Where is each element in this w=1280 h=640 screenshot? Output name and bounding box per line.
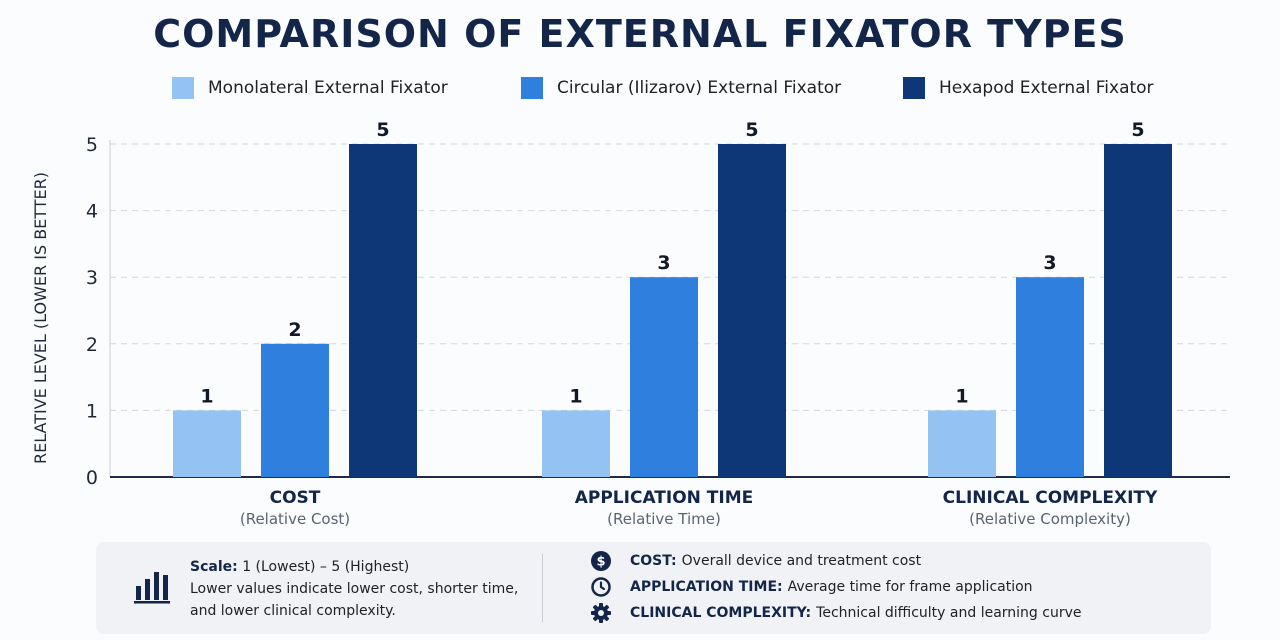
legend-item-hexapod: Hexapod External Fixator bbox=[903, 74, 1154, 102]
y-tick-label-3: 3 bbox=[86, 267, 98, 289]
definition-term-application-time: APPLICATION TIME: bbox=[630, 579, 783, 595]
bar-2-1 bbox=[1016, 277, 1084, 477]
legend-item-monolateral: Monolateral External Fixator bbox=[172, 74, 448, 102]
data-label-1-1: 3 bbox=[657, 252, 670, 274]
definition-text-application-time: Average time for frame application bbox=[787, 579, 1033, 595]
legend-label-circular: Circular (Ilizarov) External Fixator bbox=[557, 78, 842, 98]
y-tick-label-2: 2 bbox=[86, 334, 98, 356]
legend-swatch-circular bbox=[521, 77, 543, 99]
bar-2-0 bbox=[928, 410, 996, 477]
gear-icon bbox=[591, 603, 611, 623]
bar-1-1 bbox=[630, 277, 698, 477]
definition-cost: $ COST: Overall device and treatment cos… bbox=[590, 549, 921, 573]
scale-line: Scale: 1 (Lowest) – 5 (Highest) bbox=[190, 556, 518, 578]
data-label-2-0: 1 bbox=[955, 385, 968, 407]
legend-swatch-monolateral bbox=[172, 77, 194, 99]
data-label-0-1: 2 bbox=[288, 319, 301, 341]
definition-text-clinical-complexity: Technical difficulty and learning curve bbox=[816, 605, 1082, 621]
scale-note-line-2: and lower clinical complexity. bbox=[190, 603, 396, 619]
x-category-sublabel-0: (Relative Cost) bbox=[240, 510, 350, 528]
x-category-sublabel-1: (Relative Time) bbox=[607, 510, 721, 528]
legend-item-circular: Circular (Ilizarov) External Fixator bbox=[521, 74, 841, 102]
bar-1-0 bbox=[542, 410, 610, 477]
bar-0-0 bbox=[173, 410, 241, 477]
y-axis-label: RELATIVE LEVEL (LOWER IS BETTER) bbox=[31, 172, 50, 464]
y-tick-label-0: 0 bbox=[86, 467, 98, 489]
definition-term-clinical-complexity: CLINICAL COMPLEXITY: bbox=[630, 605, 812, 621]
svg-text:$: $ bbox=[596, 555, 605, 570]
definition-term-cost: COST: bbox=[630, 553, 677, 569]
data-label-1-2: 5 bbox=[745, 119, 758, 141]
bar-2-2 bbox=[1104, 144, 1172, 477]
legend-swatch-hexapod bbox=[903, 77, 925, 99]
scale-label: Scale: bbox=[190, 559, 238, 575]
scale-value: 1 (Lowest) – 5 (Highest) bbox=[242, 559, 410, 575]
footer-divider bbox=[542, 554, 543, 622]
y-tick-label-4: 4 bbox=[86, 201, 98, 223]
dollar-icon: $ bbox=[591, 551, 611, 571]
data-label-0-0: 1 bbox=[200, 385, 213, 407]
legend: Monolateral External Fixator Circular (I… bbox=[0, 74, 1280, 104]
scale-description: Scale: 1 (Lowest) – 5 (Highest) Lower va… bbox=[190, 556, 518, 622]
y-tick-label-1: 1 bbox=[86, 400, 98, 422]
y-tick-label-5: 5 bbox=[86, 134, 98, 156]
x-category-sublabel-2: (Relative Complexity) bbox=[969, 510, 1131, 528]
bar-chart: 0 1 2 3 4 5 RELATIVE LEVEL (LOWER IS BETTER) 1 2… bbox=[31, 119, 1230, 528]
bar-0-2 bbox=[349, 144, 417, 477]
data-label-0-2: 5 bbox=[376, 119, 389, 141]
data-label-2-1: 3 bbox=[1043, 252, 1056, 274]
chart-title: COMPARISON OF EXTERNAL FIXATOR TYPES bbox=[153, 12, 1127, 56]
legend-label-monolateral: Monolateral External Fixator bbox=[208, 78, 448, 98]
bar-0-1 bbox=[261, 343, 329, 477]
data-label-1-0: 1 bbox=[569, 385, 582, 407]
scale-note-line-1: Lower values indicate lower cost, shorte… bbox=[190, 581, 519, 597]
x-category-label-1: APPLICATION TIME bbox=[575, 488, 754, 508]
clock-icon bbox=[591, 577, 611, 597]
footer-panel: Scale: 1 (Lowest) – 5 (Highest) Lower va… bbox=[96, 542, 1211, 634]
x-category-label-0: COST bbox=[270, 488, 321, 508]
data-label-2-2: 5 bbox=[1131, 119, 1144, 141]
bar-1-2 bbox=[718, 144, 786, 477]
definition-application-time: APPLICATION TIME: Average time for frame… bbox=[590, 575, 1033, 599]
definition-text-cost: Overall device and treatment cost bbox=[681, 553, 922, 569]
legend-label-hexapod: Hexapod External Fixator bbox=[939, 78, 1154, 98]
x-category-label-2: CLINICAL COMPLEXITY bbox=[943, 488, 1158, 508]
definition-clinical-complexity: CLINICAL COMPLEXITY: Technical difficult… bbox=[590, 601, 1081, 625]
bar-chart-icon bbox=[134, 572, 170, 604]
